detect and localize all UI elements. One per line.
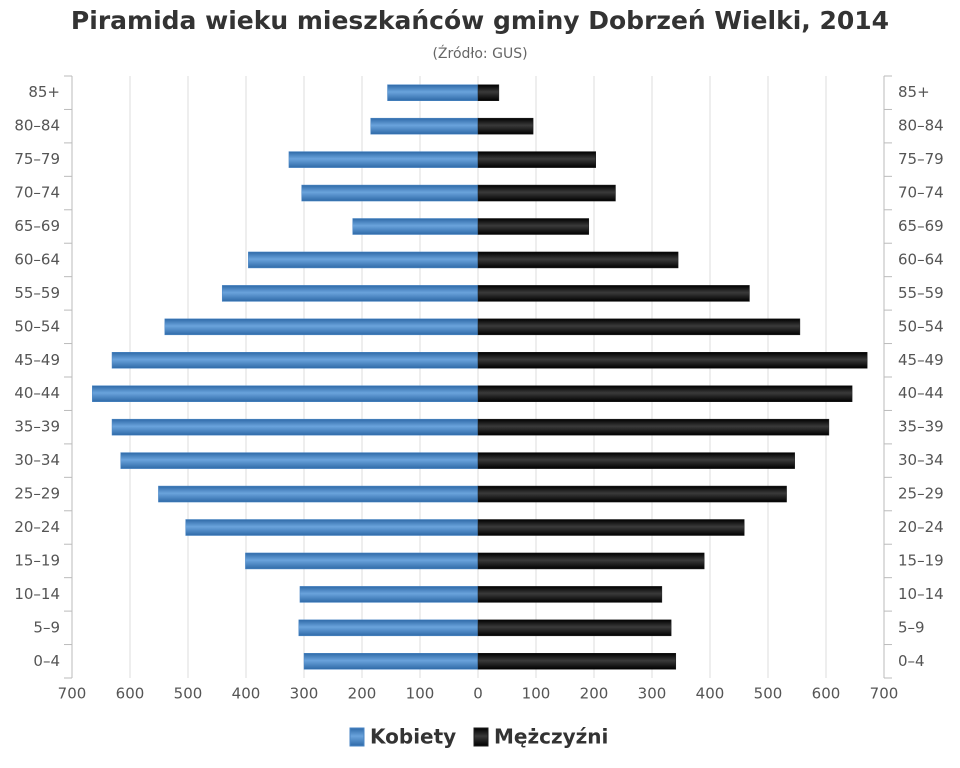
y-tick-label: 75–79 <box>14 150 60 168</box>
y-tick-label: 40–44 <box>898 384 944 402</box>
x-tick-label: 100 <box>522 685 551 703</box>
y-tick-label: 0–4 <box>898 652 925 670</box>
y-tick-label: 20–24 <box>898 518 944 536</box>
y-tick-label: 55–59 <box>14 284 60 302</box>
x-tick-label: 600 <box>116 685 145 703</box>
bar <box>477 151 596 168</box>
y-tick-label: 25–29 <box>898 485 944 503</box>
bar <box>120 452 479 469</box>
bar <box>477 318 801 336</box>
y-tick-label: 25–29 <box>14 485 60 503</box>
legend-label: Mężczyźni <box>494 725 608 749</box>
bar <box>477 485 787 503</box>
x-tick-label: 0 <box>473 685 483 703</box>
x-tick-label: 200 <box>580 685 609 703</box>
bar <box>477 352 868 369</box>
x-tick-label: 100 <box>406 685 435 703</box>
bar <box>477 653 677 670</box>
bar <box>477 285 750 302</box>
bar <box>158 485 479 503</box>
x-tick-label: 300 <box>290 685 319 703</box>
bar <box>477 552 705 570</box>
y-tick-label: 50–54 <box>14 317 60 335</box>
y-tick-label: 75–79 <box>898 150 944 168</box>
bar <box>477 619 672 637</box>
x-tick-label: 400 <box>232 685 261 703</box>
bar <box>352 218 479 235</box>
y-tick-label: 50–54 <box>898 317 944 335</box>
chart-title: Piramida wieku mieszkańców gminy Dobrzeń… <box>71 6 889 35</box>
bar <box>477 385 853 402</box>
y-tick-label: 20–24 <box>14 518 60 536</box>
bar <box>477 117 534 135</box>
y-tick-label: 40–44 <box>14 384 60 402</box>
x-tick-label: 700 <box>870 685 899 703</box>
bar <box>387 84 479 101</box>
y-tick-label: 30–34 <box>898 451 944 469</box>
x-tick-label: 600 <box>812 685 841 703</box>
y-tick-label: 80–84 <box>14 117 60 135</box>
y-tick-label: 55–59 <box>898 284 944 302</box>
y-tick-label: 15–19 <box>14 551 60 569</box>
y-tick-label: 65–69 <box>14 217 60 235</box>
y-tick-label: 45–49 <box>14 351 60 369</box>
y-tick-label: 35–39 <box>14 418 60 436</box>
y-tick-label: 70–74 <box>14 184 60 202</box>
bar <box>477 452 795 469</box>
y-tick-label: 85+ <box>28 83 60 101</box>
x-tick-label: 200 <box>348 685 377 703</box>
bar <box>248 251 479 269</box>
y-tick-label: 10–14 <box>898 585 944 603</box>
bar <box>303 653 479 670</box>
bar <box>370 117 479 135</box>
bar <box>477 184 616 202</box>
y-tick-label: 80–84 <box>898 117 944 135</box>
bar <box>164 318 479 336</box>
bar <box>92 385 479 402</box>
bar <box>185 519 479 536</box>
y-tick-label: 85+ <box>898 83 930 101</box>
bar <box>477 84 500 101</box>
bar <box>477 586 663 603</box>
bar <box>299 586 479 603</box>
x-tick-label: 500 <box>174 685 203 703</box>
bar <box>288 151 479 168</box>
y-tick-label: 35–39 <box>898 418 944 436</box>
legend-swatch <box>349 727 365 747</box>
x-tick-label: 700 <box>58 685 87 703</box>
x-tick-label: 500 <box>754 685 783 703</box>
bar <box>111 418 479 436</box>
y-tick-label: 15–19 <box>898 551 944 569</box>
legend-swatch <box>473 727 489 747</box>
y-tick-label: 30–34 <box>14 451 60 469</box>
y-tick-label: 5–9 <box>33 618 60 636</box>
bar <box>477 251 679 269</box>
bar <box>298 619 479 637</box>
y-tick-label: 60–64 <box>14 250 60 268</box>
bar <box>221 285 479 302</box>
bar <box>301 184 479 202</box>
x-tick-label: 400 <box>696 685 725 703</box>
bar <box>111 352 479 369</box>
legend-label: Kobiety <box>370 725 456 749</box>
bar <box>477 418 830 436</box>
bar <box>245 552 479 570</box>
y-tick-label: 60–64 <box>898 250 944 268</box>
y-tick-label: 0–4 <box>33 652 60 670</box>
y-tick-label: 10–14 <box>14 585 60 603</box>
y-tick-label: 65–69 <box>898 217 944 235</box>
chart-subtitle: (Źródło: GUS) <box>432 44 527 62</box>
y-tick-label: 5–9 <box>898 618 925 636</box>
bar <box>477 218 590 235</box>
x-tick-label: 300 <box>638 685 667 703</box>
y-tick-label: 70–74 <box>898 184 944 202</box>
bar <box>477 519 745 536</box>
y-tick-label: 45–49 <box>898 351 944 369</box>
